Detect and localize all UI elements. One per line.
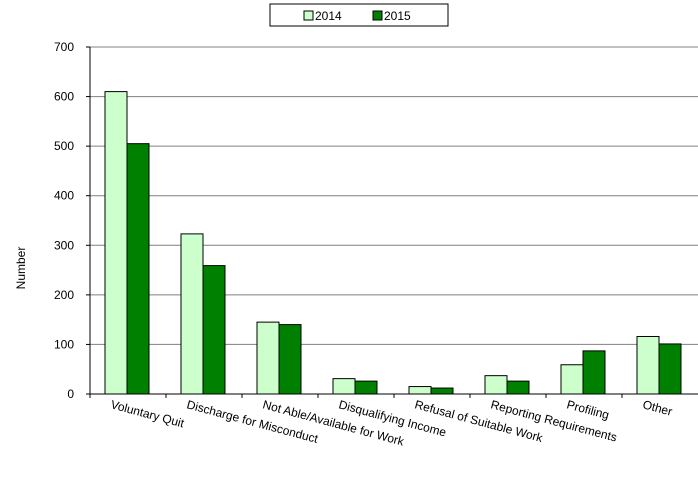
bar-2015 [202,265,226,395]
legend-box [269,3,449,27]
bar-2014 [484,375,508,395]
legend-swatch-2015 [372,10,383,21]
legend-label-2014: 2014 [315,9,342,23]
bar-2014 [560,364,584,395]
y-tick-label: 700 [54,40,74,54]
bar-2015 [430,387,454,395]
bar-2015 [126,143,150,395]
y-tick-label: 200 [54,288,74,302]
bar-2015 [354,380,378,395]
bar-2014 [636,335,660,395]
x-tick-label: Other [641,397,674,418]
legend: 2014 2015 [269,3,449,27]
bars [104,91,682,395]
y-tick-label: 600 [54,90,74,104]
bar-2015 [506,380,530,395]
y-tick-label: 0 [67,387,74,401]
bar-2014 [408,386,432,395]
axes [86,46,698,398]
y-tick-label: 500 [54,139,74,153]
bar-2015 [658,343,682,395]
x-tick-labels: Voluntary Quit Discharge for MisconductNo… [109,397,674,448]
y-axis-label: Number [14,247,28,290]
y-tick-label: 300 [54,238,74,252]
y-tick-label: 100 [54,337,74,351]
legend-swatch-2014 [303,10,314,21]
y-tick-labels: 0 100 200 300 400 500 600 700 [54,40,74,401]
legend-label-2015: 2015 [384,9,411,23]
bar-2014 [180,233,204,395]
x-tick-label: Discharge for Misconduct [185,397,320,446]
y-tick-label: 400 [54,189,74,203]
bar-2014 [332,378,356,395]
bar-2015 [582,350,606,395]
bar-2015 [278,324,302,395]
bar-2014 [104,91,128,395]
bar-2014 [256,321,280,395]
x-tick-label: Voluntary Quit [109,397,186,430]
